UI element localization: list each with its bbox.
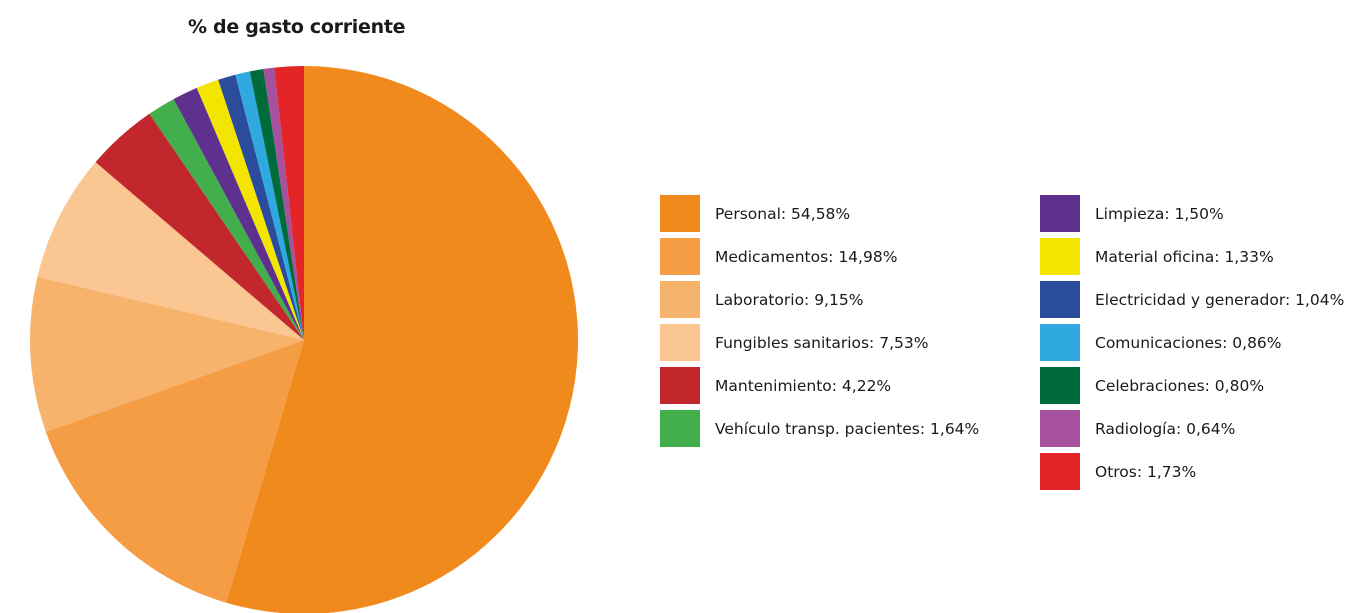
legend-label-12: Otros: 1,73% [1095, 462, 1197, 481]
legend-label-4: Mantenimiento: 4,22% [715, 376, 892, 395]
legend-item-8: Electricidad y generador: 1,04% [1040, 278, 1344, 321]
legend-swatch-11 [1040, 410, 1080, 447]
legend-swatch-7 [1040, 238, 1080, 275]
legend-label-10: Celebraciones: 0,80% [1095, 376, 1265, 395]
pie-slice-12 [274, 66, 304, 340]
pie-slice-5 [149, 99, 304, 340]
legend-item-1: Medicamentos: 14,98% [660, 235, 979, 278]
legend-item-2: Laboratorio: 9,15% [660, 278, 979, 321]
legend-item-3: Fungibles sanitarios: 7,53% [660, 321, 979, 364]
legend-item-9: Comunicaciones: 0,86% [1040, 321, 1344, 364]
legend-swatch-0 [660, 195, 700, 232]
legend-label-11: Radiología: 0,64% [1095, 419, 1236, 438]
pie-slice-7 [196, 79, 304, 340]
legend-item-7: Material oficina: 1,33% [1040, 235, 1344, 278]
legend-swatch-10 [1040, 367, 1080, 404]
legend-swatch-4 [660, 367, 700, 404]
pie-slice-0 [226, 66, 578, 613]
legend-label-3: Fungibles sanitarios: 7,53% [715, 333, 929, 352]
legend-swatch-6 [1040, 195, 1080, 232]
legend-item-0: Personal: 54,58% [660, 192, 979, 235]
legend-label-9: Comunicaciones: 0,86% [1095, 333, 1282, 352]
chart-title: % de gasto corriente [188, 16, 406, 38]
pie-slice-11 [263, 67, 304, 341]
legend-swatch-8 [1040, 281, 1080, 318]
pie-slice-9 [235, 71, 304, 341]
legend-swatch-1 [660, 238, 700, 275]
pie-slice-1 [45, 340, 304, 603]
legend-label-8: Electricidad y generador: 1,04% [1095, 290, 1345, 309]
legend-column-left: Personal: 54,58% Medicamentos: 14,98% Labo… [660, 192, 979, 450]
legend-swatch-12 [1040, 453, 1080, 490]
legend-label-6: Limpieza: 1,50% [1095, 204, 1224, 223]
legend-item-12: Otros: 1,73% [1040, 450, 1344, 493]
legend-label-1: Medicamentos: 14,98% [715, 247, 898, 266]
legend-item-6: Limpieza: 1,50% [1040, 192, 1344, 235]
legend-label-5: Vehículo transp. pacientes: 1,64% [715, 419, 980, 438]
pie-slice-3 [37, 162, 304, 340]
legend-label-0: Personal: 54,58% [715, 204, 851, 223]
legend-swatch-3 [660, 324, 700, 361]
legend-item-4: Mantenimiento: 4,22% [660, 364, 979, 407]
pie-slice-10 [249, 69, 304, 340]
legend-item-10: Celebraciones: 0,80% [1040, 364, 1344, 407]
legend-swatch-2 [660, 281, 700, 318]
legend-label-7: Material oficina: 1,33% [1095, 247, 1274, 266]
pie-slice-6 [173, 87, 304, 340]
pie-slice-2 [30, 276, 304, 432]
legend-item-11: Radiología: 0,64% [1040, 407, 1344, 450]
legend-swatch-5 [660, 410, 700, 447]
legend-column-right: Limpieza: 1,50% Material oficina: 1,33% El… [1040, 192, 1344, 493]
legend-label-2: Laboratorio: 9,15% [715, 290, 864, 309]
pie-slice-4 [95, 113, 304, 341]
pie-slice-8 [218, 74, 304, 341]
legend-item-5: Vehículo transp. pacientes: 1,64% [660, 407, 979, 450]
legend-swatch-9 [1040, 324, 1080, 361]
